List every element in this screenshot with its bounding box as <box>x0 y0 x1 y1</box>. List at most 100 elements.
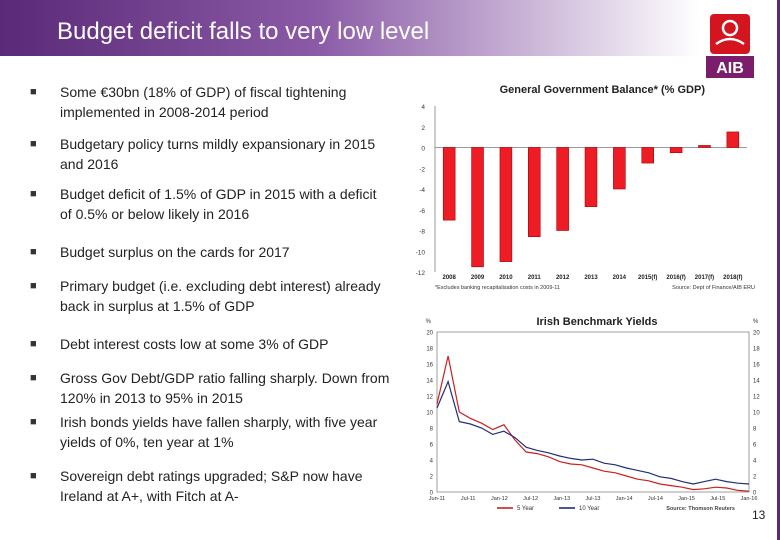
x-tick-label: 2015(f) <box>638 275 657 281</box>
y-tick-label-right: 0 <box>753 491 757 497</box>
bullet-item: ■ Primary budget (i.e. excluding debt int… <box>28 276 390 316</box>
y-tick-label: -12 <box>416 270 426 277</box>
y-tick-label-left: 8 <box>430 427 434 433</box>
legend-label: 10 Year <box>579 506 599 512</box>
benchmark-yields-chart: Irish Benchmark Yields% % 0 0 2 2 4 4 6 6 8 8 10 10 12… <box>426 316 761 512</box>
y-tick-label-right: 20 <box>753 331 760 337</box>
y-tick-label: 2 <box>421 125 425 132</box>
bullet-item: ■ Budgetary policy turns mildly expansion… <box>28 134 390 174</box>
bullet-text: Irish bonds yields have fallen sharply, … <box>60 414 378 450</box>
y-tick-label-left: 14 <box>426 379 433 385</box>
x-tick-label: 2009 <box>471 275 485 281</box>
x-tick-label: Jul-12 <box>523 496 538 502</box>
bullet-marker: ■ <box>30 372 37 384</box>
bullet-item: ■ Irish bonds yields have fallen sharply,… <box>28 412 390 452</box>
bullet-text: Budgetary policy turns mildly expansiona… <box>60 136 376 172</box>
bullet-text: Debt interest costs low at some 3% of GD… <box>60 336 329 352</box>
y-tick-label-right: 16 <box>753 363 760 369</box>
bullet-text: Some €30bn (18% of GDP) of fiscal tighte… <box>60 84 347 120</box>
y-tick-label-right: 4 <box>753 459 757 465</box>
bullet-item: ■ Gross Gov Debt/GDP ratio falling sharpl… <box>28 368 390 408</box>
chart-footnote: *Excludes banking recapitalisation costs… <box>435 285 560 291</box>
title-bar: Budget deficit falls to very low level <box>0 0 700 56</box>
x-tick-label: Jan-14 <box>616 496 633 502</box>
bullet-item: ■ Budget deficit of 1.5% of GDP in 2015 w… <box>28 184 390 224</box>
legend-label: 5 Year <box>517 506 534 512</box>
y-tick-label-right: 6 <box>753 443 757 449</box>
y-unit-left: % <box>426 319 432 325</box>
x-tick-label: 2010 <box>499 275 513 281</box>
bullet-marker: ■ <box>30 86 37 98</box>
x-tick-label: 2016(f) <box>666 275 685 281</box>
bar <box>726 131 740 148</box>
x-tick-label: Jun-11 <box>429 496 445 502</box>
bar <box>528 147 541 238</box>
series-line-10-year <box>436 379 750 485</box>
x-tick-label: Jul-15 <box>710 496 725 502</box>
logo-text: AIB <box>716 60 744 77</box>
bullet-item: ■ Sovereign debt ratings upgraded; S&P no… <box>28 466 390 506</box>
bar <box>499 147 513 262</box>
y-tick-label-right: 12 <box>753 395 760 401</box>
y-tick-label: 4 <box>421 104 425 111</box>
y-tick-label: -4 <box>419 187 425 194</box>
x-tick-label: Jan-12 <box>491 496 508 502</box>
bullet-marker: ■ <box>30 138 37 150</box>
bar <box>471 147 484 268</box>
y-tick-label: 0 <box>421 146 425 153</box>
bullet-text: Primary budget (i.e. excluding debt inte… <box>60 278 381 314</box>
bullet-text: Budget surplus on the cards for 2017 <box>60 244 290 260</box>
y-tick-label-left: 20 <box>426 331 433 337</box>
government-balance-chart: General Government Balance* (% GDP) 4 2 0 -2… <box>416 84 755 291</box>
bar <box>556 147 569 231</box>
bullet-marker: ■ <box>30 188 37 200</box>
plot-frame <box>436 331 750 493</box>
bullet-marker: ■ <box>30 470 37 482</box>
y-tick-label-left: 10 <box>426 411 433 417</box>
y-tick-label-right: 18 <box>753 347 760 353</box>
bar <box>641 147 654 164</box>
bar <box>669 147 683 153</box>
y-tick-label-left: 4 <box>430 459 434 465</box>
x-tick-label: 2014 <box>613 275 627 281</box>
bullet-text: Gross Gov Debt/GDP ratio falling sharply… <box>60 370 390 406</box>
bullet-item: ■ Debt interest costs low at some 3% of G… <box>28 334 390 354</box>
bullet-marker: ■ <box>30 280 37 292</box>
x-tick-label: 2017(f) <box>695 275 714 281</box>
y-tick-label: -10 <box>416 249 426 256</box>
x-tick-label: Jul-14 <box>648 496 663 502</box>
chart-source: Source: Thomson Reuters <box>666 506 735 512</box>
y-tick-label-right: 14 <box>753 379 760 385</box>
bullet-marker: ■ <box>30 338 37 350</box>
bullet-marker: ■ <box>30 416 37 428</box>
y-unit-right: % <box>753 319 759 325</box>
y-tick-label-left: 0 <box>430 491 434 497</box>
y-tick-label-left: 16 <box>426 363 433 369</box>
bullet-text: Budget deficit of 1.5% of GDP in 2015 wi… <box>60 186 377 222</box>
y-tick-label: -6 <box>419 208 425 215</box>
bullet-text: Sovereign debt ratings upgraded; S&P now… <box>60 468 363 504</box>
x-tick-label: Jul-13 <box>586 496 601 502</box>
y-tick-label-right: 10 <box>753 411 760 417</box>
x-tick-label: 2013 <box>584 275 598 281</box>
x-tick-label: Jul-11 <box>461 496 476 502</box>
bar <box>584 147 598 207</box>
chart-source: Source: Dept of Finance/AIB ERU <box>672 285 755 291</box>
y-tick-label-left: 18 <box>426 347 433 353</box>
bullet-item: ■ Some €30bn (18% of GDP) of fiscal tight… <box>28 82 390 122</box>
x-tick-label: 2011 <box>528 275 542 281</box>
page-title: Budget deficit falls to very low level <box>57 18 430 45</box>
side-rule <box>777 0 780 540</box>
bullet-item: ■ Budget surplus on the cards for 2017 <box>28 242 390 262</box>
x-tick-label: Jan-13 <box>553 496 570 502</box>
x-tick-label: 2008 <box>443 275 457 281</box>
y-tick-label-right: 8 <box>753 427 757 433</box>
aib-logo: AIB <box>706 14 754 78</box>
y-tick-label: -8 <box>419 229 425 236</box>
x-tick-label: 2012 <box>556 275 570 281</box>
y-tick-label-right: 2 <box>753 475 757 481</box>
logo-text-bg <box>706 56 754 78</box>
chart-title: Irish Benchmark Yields <box>536 316 657 328</box>
bullet-marker: ■ <box>30 246 37 258</box>
x-tick-label: Jan-16 <box>741 496 758 502</box>
